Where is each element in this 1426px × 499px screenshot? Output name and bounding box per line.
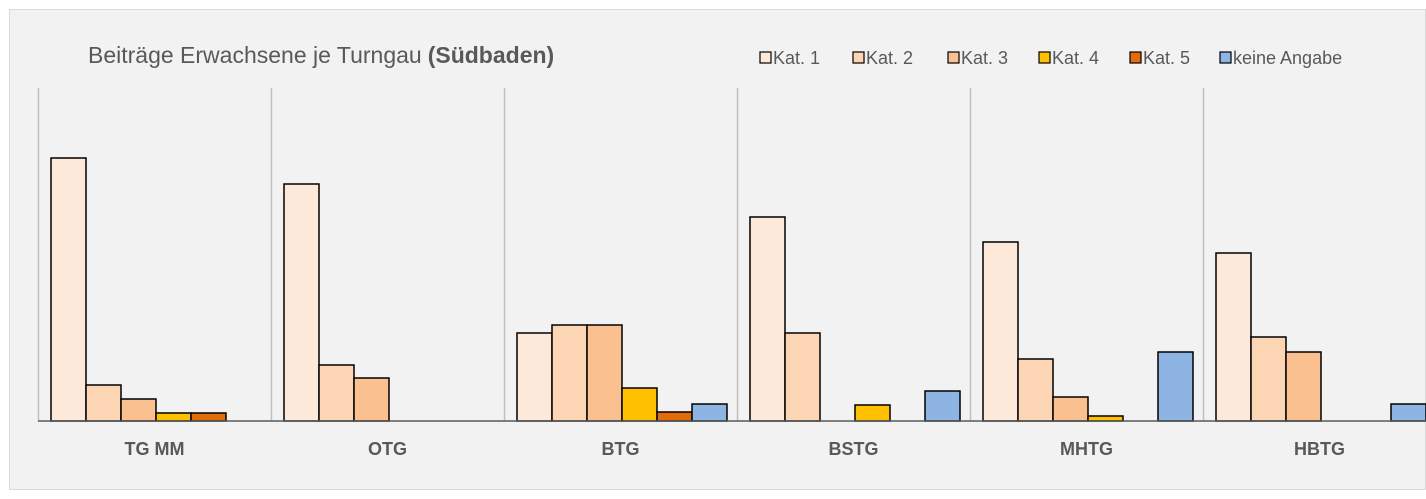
- legend-label: Kat. 1: [773, 48, 820, 68]
- bar: [551, 324, 588, 422]
- bar: [749, 216, 786, 422]
- bar: [854, 404, 891, 422]
- bar: [1215, 252, 1252, 422]
- legend-swatch: [1219, 51, 1232, 64]
- bar: [784, 332, 821, 422]
- bar: [982, 241, 1019, 422]
- x-tick-label: BSTG: [828, 439, 878, 459]
- bar: [120, 398, 157, 422]
- x-tick-label: MHTG: [1060, 439, 1113, 459]
- legend-swatch: [947, 51, 960, 64]
- bar: [155, 412, 192, 422]
- bar: [190, 412, 227, 422]
- bar: [318, 364, 355, 422]
- title-emphasis: (Südbaden): [428, 42, 555, 68]
- bar: [621, 387, 658, 422]
- title-text: Beiträge Erwachsene je Turngau: [88, 42, 422, 68]
- bar: [1017, 358, 1054, 422]
- bar: [1157, 351, 1194, 422]
- chart-title: Beiträge Erwachsene je Turngau (Südbaden): [88, 42, 554, 68]
- bar: [353, 377, 390, 422]
- legend-swatch: [1038, 51, 1051, 64]
- legend-swatch: [852, 51, 865, 64]
- legend-label: Kat. 3: [961, 48, 1008, 68]
- x-tick-label: TG MM: [125, 439, 185, 459]
- bar: [516, 332, 553, 422]
- bar: [1390, 403, 1426, 422]
- legend-label: Kat. 2: [866, 48, 913, 68]
- bar: [656, 411, 693, 422]
- legend-label: Kat. 4: [1052, 48, 1099, 68]
- bar: [50, 157, 87, 422]
- bar: [586, 324, 623, 422]
- bar: [1052, 396, 1089, 422]
- bar: [924, 390, 961, 422]
- bar: [1250, 336, 1287, 422]
- x-tick-label: BTG: [602, 439, 640, 459]
- legend-label: keine Angabe: [1233, 48, 1342, 68]
- bar: [691, 403, 728, 422]
- bar: [283, 183, 320, 422]
- bar: [1285, 351, 1322, 422]
- x-tick-label: OTG: [368, 439, 407, 459]
- bar: [85, 384, 122, 422]
- x-tick-label: HBTG: [1294, 439, 1345, 459]
- legend-swatch: [1129, 51, 1142, 64]
- legend-label: Kat. 5: [1143, 48, 1190, 68]
- legend-swatch: [759, 51, 772, 64]
